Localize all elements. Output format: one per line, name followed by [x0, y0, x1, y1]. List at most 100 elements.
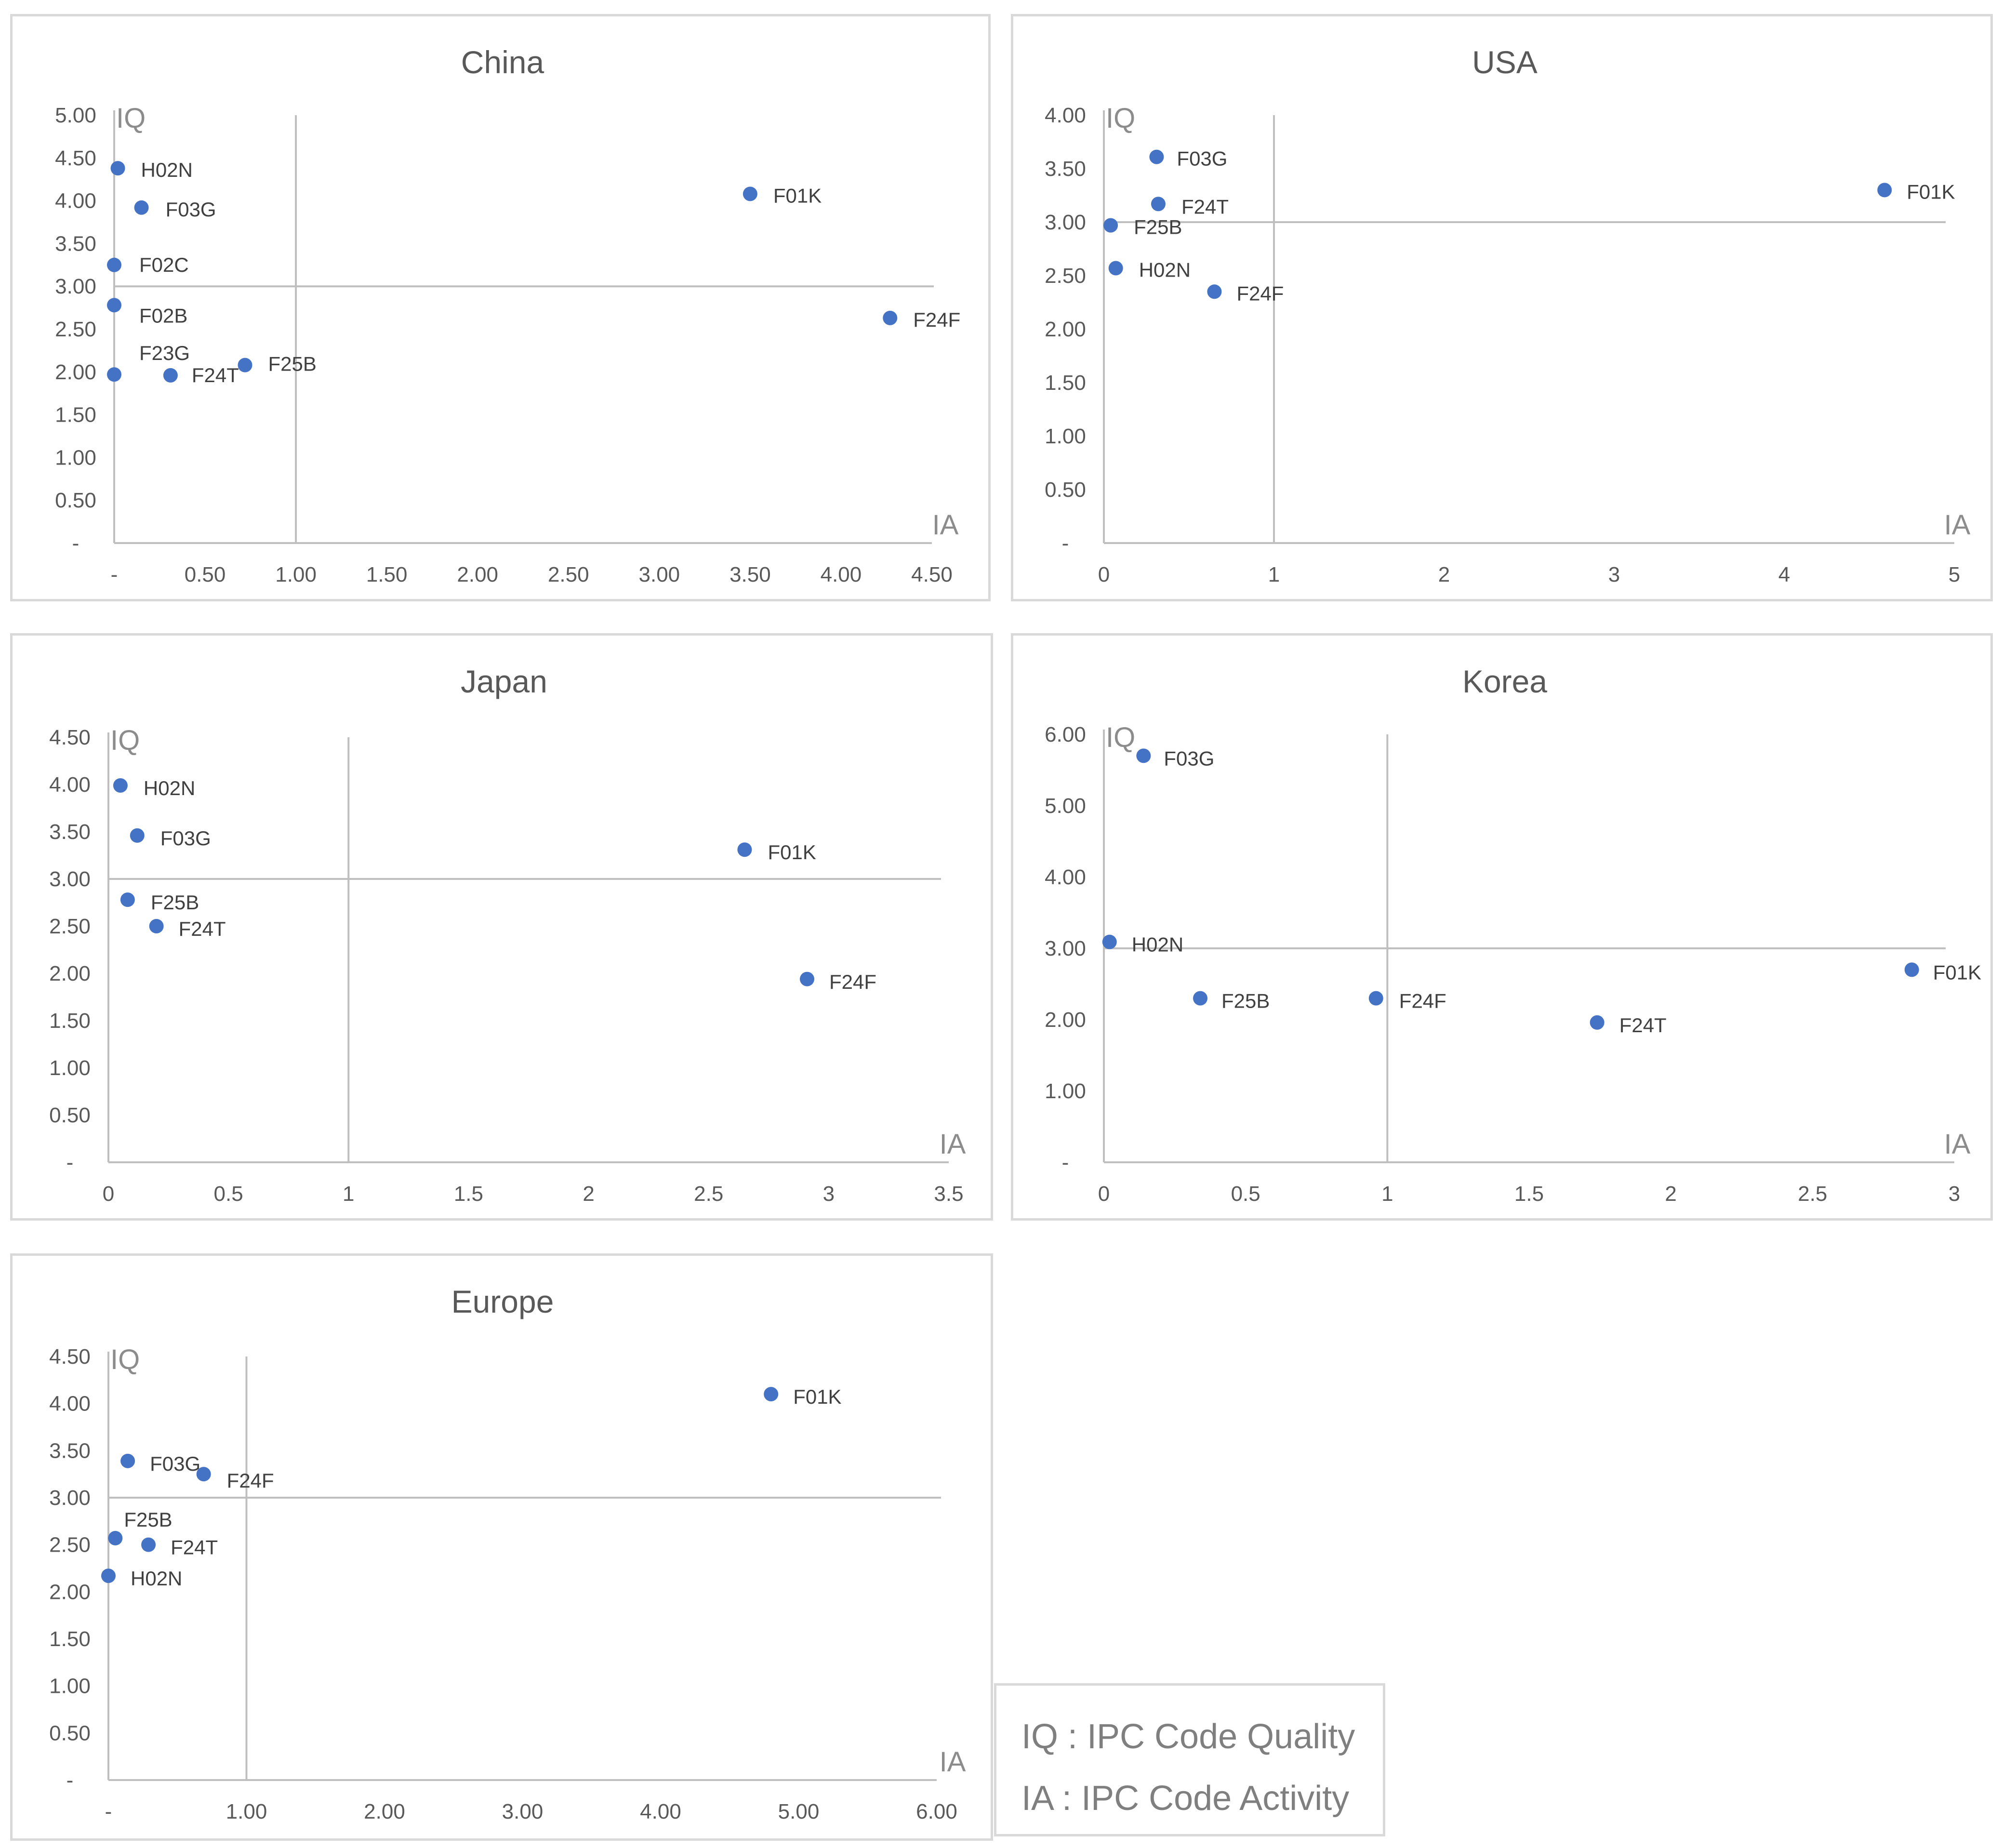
x-axis-name: IA — [940, 1129, 966, 1160]
y-tick-label: 3.50 — [49, 820, 91, 844]
data-point-f24t — [1151, 197, 1166, 212]
y-tick-label: 3.00 — [49, 867, 91, 891]
chart-panel-china: China - 0.50 1.00 1.50 2.00 2.50 3.00 3.50 4.00 4.… — [10, 14, 991, 601]
data-point-f24f — [883, 310, 898, 325]
y-axis-name: IQ — [1106, 103, 1135, 134]
data-point-f24f — [800, 971, 815, 986]
data-point-h02n — [110, 161, 125, 176]
x-tick-label: 4.00 — [821, 563, 862, 586]
y-tick-label: 0.50 — [55, 489, 96, 512]
x-axis-name: IA — [940, 1746, 966, 1778]
y-tick-label: 4.00 — [1045, 865, 1086, 889]
y-axis-name: IQ — [110, 725, 140, 756]
y-tick-label: 1.00 — [1045, 425, 1086, 448]
x-tick-label: 2.00 — [364, 1800, 405, 1823]
y-tick-label: 1.50 — [1045, 371, 1086, 395]
y-tick-label: 3.00 — [49, 1486, 91, 1510]
x-tick-label: 3.00 — [502, 1800, 544, 1823]
point-label-f02c: F02C — [139, 253, 189, 276]
data-point-f01k — [764, 1387, 779, 1402]
point-label-f03g: F03G — [166, 198, 216, 221]
y-tick-label: 2.00 — [49, 962, 91, 985]
point-label-f25b: F25B — [124, 1508, 172, 1531]
data-point-f24t — [149, 919, 164, 933]
y-tick-label: - — [66, 1768, 74, 1792]
y-tick-label: 4.50 — [55, 146, 96, 170]
y-tick-label: 0.50 — [49, 1721, 91, 1745]
y-tick-label: 2.50 — [49, 1533, 91, 1557]
x-axis-name: IA — [932, 509, 959, 541]
chart-panel-japan: Japan -0.50 1.00 1.50 2.00 2.50 3.00 3.50 4.00 4.… — [10, 633, 993, 1221]
x-tick-label: 4 — [1778, 563, 1790, 586]
data-point-f03g — [1149, 149, 1164, 164]
point-label-h02n: H02N — [141, 159, 193, 181]
scatter-chart: Europe - 0.50 1.00 1.50 2.00 2.50 3.00 3.50 4.00 4… — [49, 1284, 966, 1823]
chart-panel-korea: Korea - 1.00 2.00 3.00 4.00 5.00 6.00 0 0.5 1 1.5 2 2… — [1011, 633, 1993, 1221]
x-tick-label: 4.50 — [911, 563, 953, 586]
data-point-f01k — [742, 186, 757, 201]
chart-panel-usa: USA - 0.50 1.00 1.50 2.00 2.50 3.00 3.50 4.00 0 1 2 3… — [1011, 14, 1993, 601]
x-tick-label: 1 — [1381, 1182, 1393, 1206]
x-tick-label: 1.50 — [366, 563, 408, 586]
y-tick-label: 2.00 — [55, 360, 96, 384]
y-tick-label: - — [66, 1151, 74, 1174]
point-label-f02b: F02B — [139, 304, 187, 327]
data-point-f03g — [120, 1453, 135, 1468]
x-tick-label: 3 — [1949, 1182, 1960, 1206]
chart-title: Korea — [1462, 664, 1547, 699]
y-tick-label: 3.00 — [1045, 937, 1086, 960]
data-point-f01k — [737, 842, 752, 857]
x-tick-label: 2.00 — [457, 563, 498, 586]
x-tick-label: 5 — [1949, 563, 1960, 586]
scatter-chart: China - 0.50 1.00 1.50 2.00 2.50 3.00 3.50 4.00 4.… — [55, 44, 960, 586]
x-tick-label: 3 — [1608, 563, 1620, 586]
y-tick-label: 4.50 — [49, 726, 91, 749]
legend-ia: IA : IPC Code Activity — [1021, 1779, 1350, 1818]
point-label-f24t: F24T — [1181, 195, 1229, 218]
point-label-f24f: F24F — [913, 308, 960, 331]
data-point-f03g — [130, 828, 145, 843]
scatter-chart: USA - 0.50 1.00 1.50 2.00 2.50 3.00 3.50 4.00 0 1 2 3… — [1045, 44, 1971, 586]
y-tick-label: - — [1062, 1151, 1069, 1174]
y-tick-label: 4.50 — [49, 1345, 91, 1369]
y-tick-label: 1.00 — [49, 1056, 91, 1080]
x-tick-label: 6.00 — [916, 1800, 957, 1823]
y-tick-label: 4.00 — [55, 189, 96, 213]
x-tick-label: 0.5 — [214, 1182, 243, 1206]
x-tick-label: 0 — [1098, 1182, 1110, 1206]
x-tick-label: 3.5 — [934, 1182, 963, 1206]
x-tick-label: 3.50 — [729, 563, 771, 586]
legend-iq: IQ : IPC Code Quality — [1021, 1717, 1355, 1756]
point-label-h02n: H02N — [1139, 258, 1191, 281]
y-tick-label: 2.00 — [1045, 1008, 1086, 1032]
x-tick-label: 2 — [1438, 563, 1450, 586]
legend-box: IQ : IPC Code Quality IA : IPC Code Acti… — [994, 1683, 1385, 1836]
point-label-f25b: F25B — [151, 891, 199, 914]
data-point-f24t — [141, 1537, 156, 1552]
y-tick-label: 6.00 — [1045, 723, 1086, 746]
x-tick-label: - — [111, 563, 118, 586]
y-tick-label: 1.50 — [49, 1627, 91, 1651]
point-label-h02n: H02N — [144, 777, 195, 799]
y-tick-label: 2.50 — [55, 318, 96, 341]
data-point-h02n — [113, 778, 128, 793]
point-label-f25b: F25B — [268, 353, 317, 375]
point-label-f25b: F25B — [1221, 990, 1270, 1012]
y-tick-label: 3.00 — [55, 275, 96, 298]
point-label-f01k: F01K — [1933, 961, 1981, 984]
y-tick-label: 0.50 — [1045, 478, 1086, 502]
data-point-f25b — [108, 1530, 123, 1545]
point-label-f25b: F25B — [1134, 216, 1182, 239]
data-point-f25b — [120, 892, 135, 907]
y-tick-label: 4.00 — [49, 773, 91, 797]
y-tick-label: 3.00 — [1045, 211, 1086, 234]
data-point-f02c — [107, 257, 121, 272]
data-point-f25b — [1193, 991, 1208, 1006]
data-point-f25b — [238, 358, 252, 372]
point-label-f24t: F24T — [1619, 1014, 1667, 1037]
point-label-f24f: F24F — [227, 1469, 274, 1492]
y-axis-name: IQ — [1106, 722, 1135, 753]
x-tick-label: 0.5 — [1231, 1182, 1260, 1206]
x-tick-label: 2.5 — [1798, 1182, 1827, 1206]
data-point-f23g — [107, 367, 121, 382]
